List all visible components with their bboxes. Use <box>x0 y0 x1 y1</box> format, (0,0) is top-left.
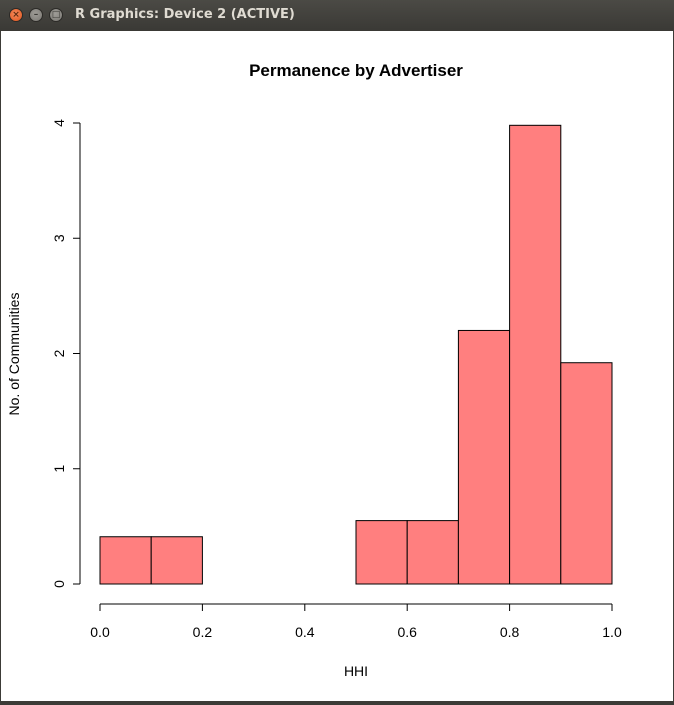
plot-canvas: Permanence by Advertiser HHI No. of Comm… <box>1 31 673 701</box>
x-tick-label: 0.8 <box>500 624 520 640</box>
y-tick-label: 1 <box>51 465 67 473</box>
close-icon[interactable]: × <box>9 8 23 22</box>
histogram-bar <box>509 124 562 585</box>
y-axis-label: No. of Communities <box>6 293 22 416</box>
minimize-icon[interactable]: – <box>29 8 43 22</box>
x-tick-label: 0.2 <box>193 624 213 640</box>
histogram-bar <box>355 520 408 585</box>
histogram-bar <box>457 329 511 585</box>
x-tick-label: 1.0 <box>602 624 622 640</box>
y-tick-label: 0 <box>51 580 67 588</box>
histogram-bar <box>150 536 203 585</box>
window-titlebar[interactable]: × – □ R Graphics: Device 2 (ACTIVE) <box>0 0 674 31</box>
chart-title: Permanence by Advertiser <box>249 61 463 80</box>
window-title: R Graphics: Device 2 (ACTIVE) <box>75 7 295 22</box>
x-tick-label: 0.6 <box>397 624 417 640</box>
x-tick-label: 0.0 <box>90 624 110 640</box>
x-axis-label: HHI <box>344 663 368 679</box>
histogram-bar <box>560 362 613 585</box>
x-tick-label: 0.4 <box>295 624 315 640</box>
histogram-plot: Permanence by Advertiser HHI No. of Comm… <box>6 61 622 679</box>
histogram-bar <box>99 536 152 585</box>
maximize-icon[interactable]: □ <box>49 8 63 22</box>
y-tick-label: 3 <box>51 234 67 242</box>
histogram-bar <box>406 520 459 585</box>
y-tick-label: 2 <box>51 349 67 357</box>
y-tick-label: 4 <box>51 119 67 127</box>
